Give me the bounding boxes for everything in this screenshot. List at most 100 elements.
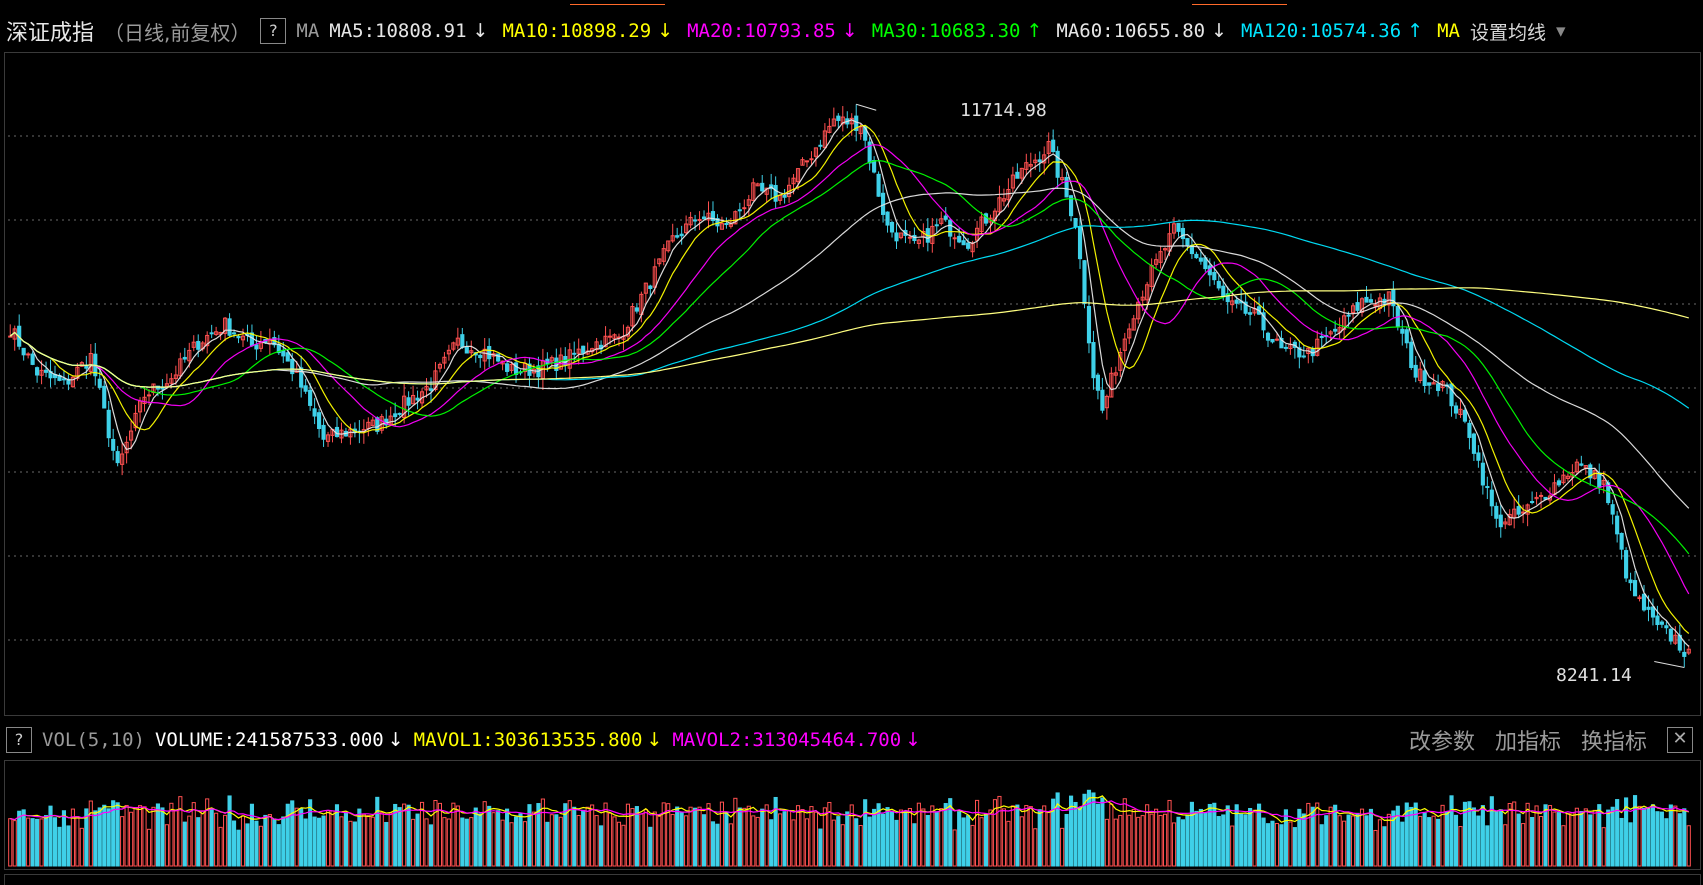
close-icon[interactable]: ✕ <box>1667 727 1693 753</box>
volume-bar <box>733 797 738 867</box>
volume-bar <box>1176 816 1181 867</box>
volume-bar <box>840 824 845 867</box>
candle-body <box>236 336 241 339</box>
volume-bar <box>1422 812 1427 867</box>
candle-body <box>84 365 89 369</box>
candle-body <box>1028 164 1033 167</box>
volume-bar <box>1091 792 1096 867</box>
volume-bar <box>657 815 662 867</box>
volume-bar <box>1297 808 1302 867</box>
volume-bar <box>563 803 568 867</box>
volume-bar <box>263 814 268 867</box>
volume-bar <box>1001 808 1006 867</box>
volume-bar <box>827 801 832 867</box>
help-button[interactable]: ? <box>260 18 287 44</box>
volume-bar <box>258 825 263 867</box>
candle-body <box>513 362 519 375</box>
volume-bar <box>679 811 684 867</box>
switch-indicator-button[interactable]: 换指标 <box>1580 730 1647 755</box>
candle-body <box>1686 648 1691 654</box>
volume-bar <box>675 806 680 867</box>
volume-bar <box>894 819 899 867</box>
candle-body <box>196 340 201 350</box>
volume-bar <box>397 807 402 867</box>
candle-body <box>1404 329 1409 344</box>
set-ma-button[interactable]: 设置均线 <box>1470 21 1547 44</box>
vol-help-button[interactable]: ? <box>6 727 32 753</box>
chevron-down-icon[interactable]: ▾ <box>1556 20 1566 42</box>
candle-body <box>1530 501 1535 504</box>
volume-bar <box>388 812 393 867</box>
volume-bar <box>1028 806 1033 867</box>
volume-bar <box>93 810 98 867</box>
candle-body <box>451 342 456 350</box>
volume-bar <box>419 801 425 867</box>
volume-bar <box>1006 820 1011 867</box>
volume-bar <box>742 807 747 867</box>
candle-body <box>1673 634 1678 644</box>
candle-body <box>1019 167 1024 179</box>
candle-body <box>1427 382 1432 386</box>
candle-body <box>1279 337 1284 349</box>
candle-body <box>1145 284 1150 301</box>
candle-body <box>35 367 40 376</box>
volume-bar <box>446 818 451 867</box>
candle-body <box>1641 593 1647 611</box>
volume-bar <box>1279 824 1284 867</box>
price-chart[interactable] <box>0 52 1703 716</box>
volume-bar <box>12 820 17 867</box>
volume-bar <box>1386 813 1391 867</box>
add-indicator-button[interactable]: 加指标 <box>1494 730 1561 755</box>
candle-body <box>1086 306 1092 344</box>
candle-body <box>1668 628 1673 642</box>
candle-body <box>1297 347 1302 358</box>
top-tab-active-2[interactable] <box>1192 0 1287 5</box>
candle-body <box>1664 625 1669 629</box>
volume-bar <box>1109 803 1114 867</box>
volume-bar <box>1373 829 1378 867</box>
volume-bar <box>1377 819 1382 867</box>
volume-bar <box>545 821 550 867</box>
candle-body <box>572 352 577 355</box>
volume-bar <box>966 815 971 867</box>
volume-bar <box>1171 822 1177 867</box>
candle-body <box>742 207 747 210</box>
volume-bar <box>746 805 751 867</box>
volume-bar <box>48 805 53 867</box>
volume-bar <box>249 803 255 867</box>
candle-body <box>1368 299 1374 303</box>
volume-bar <box>634 806 639 867</box>
candle-body <box>1270 338 1275 343</box>
candle-body <box>446 349 451 355</box>
volume-bar <box>576 815 581 867</box>
volume-bar <box>1404 802 1409 867</box>
candle-body <box>375 417 380 432</box>
volume-bar <box>1064 813 1069 867</box>
ma-label: MA <box>296 20 320 42</box>
candle-body <box>755 183 760 187</box>
price-panel[interactable] <box>4 52 1701 716</box>
volume-bar <box>581 809 586 867</box>
edit-params-button[interactable]: 改参数 <box>1408 730 1475 755</box>
top-tab-active-1[interactable] <box>570 0 665 5</box>
volume-bar <box>491 812 496 867</box>
volume-bar <box>1355 812 1360 867</box>
volume-bar <box>1485 825 1490 867</box>
candle-body <box>1646 606 1651 610</box>
candle-body <box>1364 296 1369 303</box>
volume-bar <box>169 802 174 867</box>
candle-body <box>1261 312 1266 331</box>
mavol1-line <box>10 795 1689 823</box>
volume-bar <box>1543 804 1548 867</box>
candle-body <box>943 215 948 220</box>
candle-body <box>1194 253 1199 259</box>
candle-body <box>79 362 84 367</box>
volume-bar <box>473 807 478 867</box>
volume-chart[interactable] <box>0 760 1703 870</box>
volume-bar <box>1409 806 1414 867</box>
volume-panel[interactable] <box>4 760 1701 870</box>
volume-bar <box>1261 817 1266 867</box>
volume-bar <box>782 811 787 867</box>
volume-bar <box>693 807 698 867</box>
